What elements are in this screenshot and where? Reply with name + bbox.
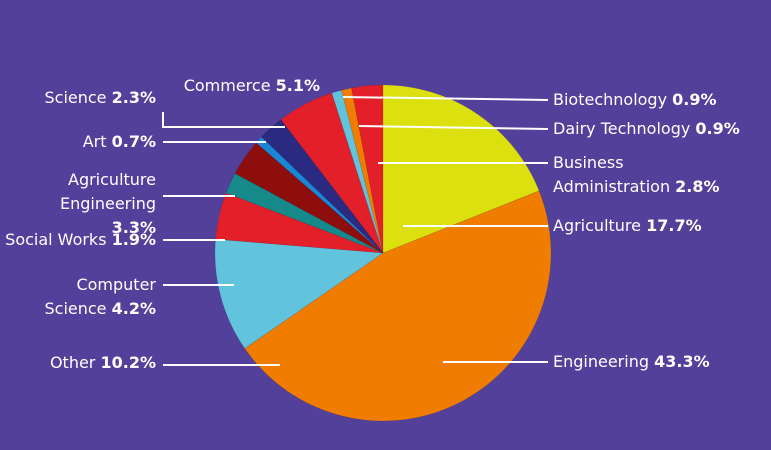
slice-label: Commerce 5.1% — [160, 74, 320, 98]
value-label: 5.1% — [275, 76, 320, 95]
leader-line — [358, 125, 549, 130]
value-label: 4.2% — [111, 299, 156, 318]
category-name: Agriculture — [553, 216, 641, 235]
slice-label: Business Administration 2.8% — [553, 151, 728, 199]
slice-label: Art 0.7% — [0, 130, 156, 154]
category-name: Dairy Technology — [553, 119, 691, 138]
slice-label: Biotechnology 0.9% — [553, 88, 763, 112]
value-label: 0.7% — [111, 132, 156, 151]
value-label: 2.8% — [675, 177, 720, 196]
pie-slice — [280, 92, 384, 254]
slice-label: Agriculture 17.7% — [553, 214, 753, 238]
value-label: 0.9% — [695, 119, 740, 138]
category-name: Engineering — [553, 352, 649, 371]
leader-line — [162, 112, 285, 128]
slice-label: Social Works 1.9% — [0, 228, 156, 252]
pie-slice — [341, 87, 384, 254]
value-label: 17.7% — [646, 216, 702, 235]
value-label: 10.2% — [100, 353, 156, 372]
value-label: 3.3% — [111, 218, 156, 237]
slice-label: Other 10.2% — [0, 351, 156, 375]
category-name: Commerce — [183, 76, 271, 95]
leader-line — [342, 96, 549, 101]
value-label: 0.9% — [672, 90, 717, 109]
slice-label: Agriculture Engineering 3.3% — [11, 168, 156, 240]
pie-slice — [331, 89, 384, 254]
category-name: Business Administration — [553, 153, 671, 196]
pie-slice — [225, 173, 384, 254]
value-label: 43.3% — [654, 352, 710, 371]
category-name: Other — [49, 353, 96, 372]
category-name: Computer Science — [44, 275, 157, 318]
pie-slice — [214, 238, 384, 349]
category-name: Social Works — [5, 230, 107, 249]
category-name: Science — [44, 88, 107, 107]
category-name: Agriculture Engineering — [60, 170, 156, 213]
slice-label: Dairy Technology 0.9% — [553, 117, 768, 141]
category-name: Biotechnology — [553, 90, 668, 109]
pie-slice — [244, 190, 552, 422]
value-label: 1.9% — [111, 230, 156, 249]
slice-label: Computer Science 4.2% — [36, 273, 157, 321]
slice-label: Science 2.3% — [0, 86, 157, 110]
slice-label: Engineering 43.3% — [553, 350, 753, 374]
category-name: Art — [82, 132, 107, 151]
value-label: 2.3% — [111, 88, 156, 107]
